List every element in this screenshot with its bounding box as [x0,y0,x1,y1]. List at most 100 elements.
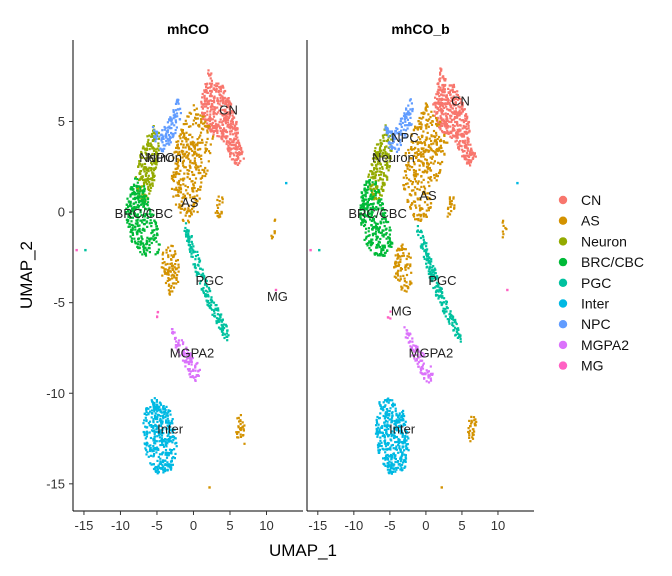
point-inter [396,421,399,424]
point-mgpa2 [429,379,433,382]
point-brc-cbc [385,227,388,230]
point-inter [162,407,165,410]
point-inter [154,412,157,415]
point-cn [213,96,216,99]
point-as [173,270,176,273]
point-cn [209,130,213,133]
point-as [408,151,411,154]
point-mgpa2 [178,344,181,347]
point-brc-cbc [373,232,376,235]
point-neuron [151,179,154,182]
point-as [419,215,422,218]
point-inter [152,445,155,448]
point-cn [209,105,212,108]
point-cn [439,98,442,101]
point-as [401,243,404,246]
point-as [173,274,176,277]
point-neuron [151,147,154,150]
point-cn [211,105,214,108]
point-cn [219,85,222,88]
point-as [471,437,475,440]
point-mgpa2 [181,342,185,346]
point-pgc [213,309,216,312]
point-inter [388,399,391,402]
point-neuron [376,170,379,173]
point-brc-cbc [144,254,148,257]
point-npc [386,127,389,130]
point-cn [461,101,464,105]
point-as [160,266,163,269]
point-neuron [373,167,376,170]
point-pgc [448,322,451,325]
point-pgc [225,332,229,335]
point-as [178,135,181,138]
point-inter [384,451,387,454]
point-brc-cbc [365,227,368,230]
point-outlier [309,248,312,252]
point-neuron [379,141,382,144]
point-cn [443,124,447,127]
point-as [177,270,180,273]
point-as [197,172,200,175]
point-as [236,417,239,420]
point-npc [385,129,388,133]
point-neuron [146,179,149,182]
point-npc [174,115,178,118]
point-cn [206,113,209,116]
point-as [436,150,439,153]
legend-label: Neuron [581,233,627,249]
point-inter [387,424,390,427]
point-cn [226,125,229,128]
point-as [182,136,185,139]
point-cn [456,122,459,125]
point-as [192,187,195,190]
point-cn [233,154,236,157]
point-as [177,206,180,209]
point-inter [403,459,406,462]
point-neuron [369,170,372,173]
point-as [440,150,443,153]
point-pgc [222,323,225,326]
point-pgc [423,250,426,253]
point-brc-cbc [144,246,147,249]
point-as [428,137,431,140]
point-cn [238,162,241,165]
point-as [418,122,421,125]
point-brc-cbc [131,186,134,189]
point-cn [211,108,214,111]
point-as [446,141,449,144]
point-mgpa2 [195,362,198,366]
point-inter [161,451,164,455]
point-pgc [205,283,208,286]
point-as [236,431,239,434]
point-as [194,166,197,169]
point-cn [214,129,217,132]
point-npc [405,136,408,139]
point-mg [156,311,159,314]
point-mgpa2 [188,355,191,358]
point-npc [168,143,171,146]
point-neuron [367,175,370,178]
point-cn [473,154,476,157]
point-pgc [416,225,419,228]
point-as [420,147,423,150]
point-as [189,125,192,128]
point-inter [159,429,162,432]
point-pgc [184,222,188,225]
point-as [194,163,198,166]
point-inter [152,463,155,466]
point-inter [169,463,172,466]
point-brc-cbc [150,241,153,245]
point-cn [240,152,243,155]
point-inter [394,427,398,430]
point-neuron [388,155,391,159]
point-neuron [145,178,149,181]
point-as [195,154,199,157]
point-brc-cbc [148,240,151,243]
point-as [417,159,420,162]
point-mgpa2 [420,369,423,372]
point-as [410,189,414,192]
point-brc-cbc [369,193,372,196]
point-pgc [225,324,228,327]
point-inter [173,428,176,431]
